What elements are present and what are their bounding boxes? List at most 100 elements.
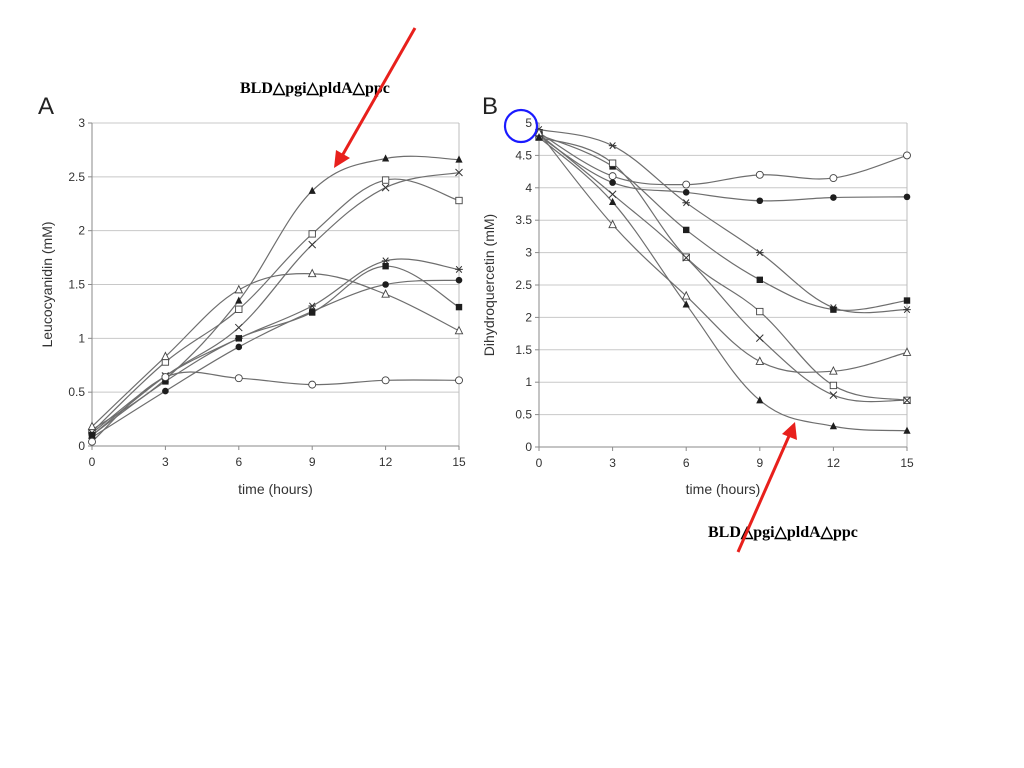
red-arrow-top xyxy=(334,27,417,168)
data-point-open-triangle xyxy=(87,421,97,431)
x-tick-label: 6 xyxy=(683,456,690,470)
y-tick-label: 4 xyxy=(525,181,532,195)
data-point-open-square xyxy=(235,305,243,313)
y-tick-label: 1 xyxy=(78,331,85,345)
data-point-open-circle xyxy=(455,376,463,385)
data-point-filled-square xyxy=(235,335,242,342)
x-tick-label: 9 xyxy=(756,456,763,470)
data-point-asterisk xyxy=(608,142,617,150)
panel-letter: B xyxy=(482,93,498,120)
data-point-open-triangle xyxy=(755,356,765,365)
data-point-open-circle xyxy=(381,376,390,385)
panel-letter: A xyxy=(38,93,54,120)
data-point-filled-triangle xyxy=(609,197,617,206)
data-point-x xyxy=(829,391,838,400)
y-tick-label: 1.5 xyxy=(68,278,85,292)
data-point-filled-square xyxy=(455,303,463,311)
x-axis-title: time (hours) xyxy=(686,481,761,497)
data-point-open-circle xyxy=(161,373,170,382)
data-point-x xyxy=(755,334,764,342)
data-point-open-triangle xyxy=(608,219,617,229)
series-line-open-triangle xyxy=(91,272,460,428)
series-line-open-circle xyxy=(91,371,460,443)
y-tick-label: 0 xyxy=(525,440,532,454)
data-point-filled-square xyxy=(756,276,763,284)
data-point-filled-circle xyxy=(903,193,911,201)
data-point-open-circle xyxy=(234,374,243,383)
data-point-filled-circle xyxy=(455,276,463,284)
data-point-filled-square xyxy=(382,262,389,270)
data-point-filled-triangle xyxy=(535,133,543,141)
series-line-filled-circle xyxy=(91,279,460,438)
series-line-open-circle xyxy=(538,132,908,186)
y-tick-label: 0.5 xyxy=(68,385,85,399)
series-line-x xyxy=(91,171,460,436)
data-point-filled-square xyxy=(903,297,911,304)
data-point-filled-circle xyxy=(235,343,243,351)
y-tick-label: 3 xyxy=(78,116,85,130)
red-arrow-bottom xyxy=(736,422,797,553)
data-point-open-circle xyxy=(308,380,317,389)
data-point-filled-triangle xyxy=(455,155,463,163)
data-point-open-triangle xyxy=(307,268,317,278)
data-point-filled-triangle xyxy=(382,154,390,162)
x-tick-label: 0 xyxy=(536,456,543,470)
data-point-filled-circle xyxy=(382,281,389,288)
highlight-circle xyxy=(503,108,539,144)
x-tick-label: 6 xyxy=(235,455,242,469)
y-tick-label: 5 xyxy=(525,116,532,130)
data-point-open-circle xyxy=(88,437,96,446)
series-line-open-square xyxy=(91,178,460,433)
series-line-asterisk xyxy=(91,258,460,434)
data-point-filled-triangle xyxy=(682,300,690,308)
y-axis-title: Leucocyanidin (mM) xyxy=(39,221,55,347)
data-point-filled-triangle xyxy=(308,186,316,194)
strain-annotation-top: BLD△pgi△pldA△ppc xyxy=(240,80,390,97)
data-point-filled-circle xyxy=(308,308,316,315)
data-point-filled-square xyxy=(683,226,690,234)
data-point-x xyxy=(381,183,390,192)
data-point-x xyxy=(903,396,911,405)
y-tick-label: 4.5 xyxy=(515,148,532,162)
data-point-filled-square xyxy=(830,306,837,313)
y-tick-label: 0.5 xyxy=(515,408,532,422)
data-point-x xyxy=(234,323,243,332)
x-tick-label: 3 xyxy=(609,456,616,470)
y-tick-label: 2.5 xyxy=(515,278,532,292)
data-point-open-triangle xyxy=(381,288,390,298)
data-point-x xyxy=(682,253,691,262)
data-point-open-triangle xyxy=(681,290,691,300)
data-point-filled-circle xyxy=(609,179,616,186)
strain-annotation-bottom: BLD△pgi△pldA△ppc xyxy=(708,524,858,541)
data-point-asterisk xyxy=(308,302,316,310)
data-point-filled-circle xyxy=(756,197,764,205)
data-point-open-square xyxy=(756,307,764,316)
data-point-asterisk xyxy=(682,199,690,207)
data-point-x xyxy=(608,190,617,199)
y-tick-label: 0 xyxy=(78,439,85,453)
x-tick-label: 12 xyxy=(827,456,841,470)
y-tick-label: 2 xyxy=(525,310,532,324)
data-point-open-triangle xyxy=(234,284,244,294)
x-tick-label: 12 xyxy=(379,455,393,469)
data-point-filled-triangle xyxy=(829,422,837,430)
data-point-open-square xyxy=(308,230,316,238)
data-point-asterisk xyxy=(381,257,390,265)
data-point-open-triangle xyxy=(454,325,464,335)
y-tick-label: 3 xyxy=(525,246,532,260)
data-point-open-circle xyxy=(608,172,617,181)
series-line-filled-square xyxy=(91,265,460,436)
data-point-open-circle xyxy=(903,151,911,160)
chart-panel-a: 0 0.5 1 1.5 2 2.5 3 0 3 6 9 12 15 time (hours) Leucocy… xyxy=(38,93,466,497)
data-point-x xyxy=(308,240,317,249)
data-point-open-circle xyxy=(682,180,691,189)
data-point-open-square xyxy=(608,159,617,167)
data-point-filled-triangle xyxy=(756,396,764,404)
x-tick-label: 9 xyxy=(309,455,316,469)
data-point-open-triangle xyxy=(902,347,912,356)
x-axis-title: time (hours) xyxy=(238,481,313,497)
data-point-open-square xyxy=(381,176,390,184)
y-tick-label: 2 xyxy=(78,224,85,238)
x-tick-label: 15 xyxy=(900,456,914,470)
data-point-x xyxy=(455,168,463,177)
